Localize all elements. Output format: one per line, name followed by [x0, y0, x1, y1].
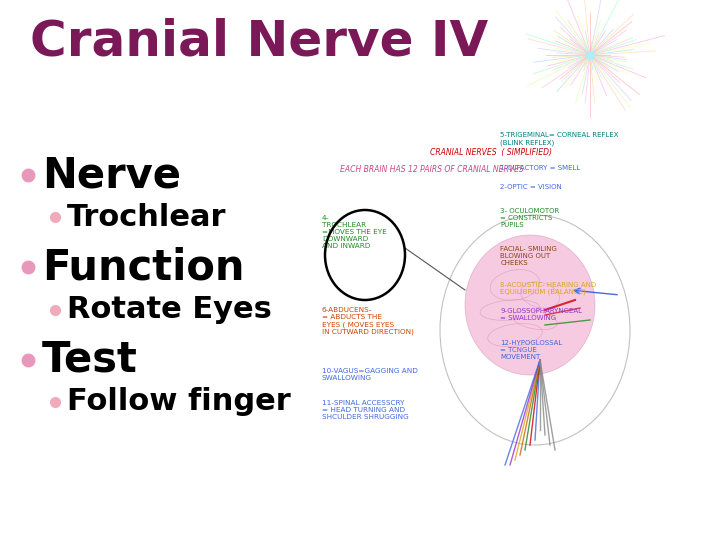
Text: 1-OLFACTORY = SMELL: 1-OLFACTORY = SMELL: [500, 165, 580, 171]
Text: Rotate Eyes: Rotate Eyes: [67, 295, 272, 325]
Ellipse shape: [465, 235, 595, 375]
Text: 10-VAGUS=GAGGING AND
SWALLOWING: 10-VAGUS=GAGGING AND SWALLOWING: [322, 368, 418, 381]
Text: Function: Function: [42, 246, 245, 288]
Text: 3- OCULOMOTOR
= CONSTRICTS
PUPILS: 3- OCULOMOTOR = CONSTRICTS PUPILS: [500, 208, 559, 228]
Text: 9-GLOSSOPHARYNGEAL
= SWALLOWING: 9-GLOSSOPHARYNGEAL = SWALLOWING: [500, 308, 582, 321]
Text: 12-HYPOGLOSSAL
= TCNGUE
MOVEMENT: 12-HYPOGLOSSAL = TCNGUE MOVEMENT: [500, 340, 562, 360]
Text: Follow finger: Follow finger: [67, 388, 291, 416]
Text: Cranial Nerve IV: Cranial Nerve IV: [30, 18, 488, 66]
Text: Test: Test: [42, 339, 138, 381]
Text: Nerve: Nerve: [42, 154, 181, 196]
Text: 6-ABDUCENS-
= ABDUCTS THE
EYES ( MOVES EYES
IN CUTWARD DIRECTION): 6-ABDUCENS- = ABDUCTS THE EYES ( MOVES E…: [322, 307, 414, 335]
Text: Trochlear: Trochlear: [67, 202, 227, 232]
Text: 5-TRIGEMINAL= CORNEAL REFLEX
(BLINK REFLEX): 5-TRIGEMINAL= CORNEAL REFLEX (BLINK REFL…: [500, 132, 619, 146]
Text: 11-SPINAL ACCESSCRY
= HEAD TURNING AND
SHCULDER SHRUGGING: 11-SPINAL ACCESSCRY = HEAD TURNING AND S…: [322, 400, 409, 420]
Text: FACIAL- SMILING
BLOWING OUT
CHEEKS: FACIAL- SMILING BLOWING OUT CHEEKS: [500, 246, 557, 266]
Text: 4-
TROCHLEAR
=MOVES THE EYE
DOWNWARD
AND INWARD: 4- TROCHLEAR =MOVES THE EYE DOWNWARD AND…: [322, 215, 387, 249]
Text: EACH BRAIN HAS 12 PAIRS OF CRANIAL NERVES: EACH BRAIN HAS 12 PAIRS OF CRANIAL NERVE…: [340, 165, 523, 174]
Text: 2-OPTIC = VISION: 2-OPTIC = VISION: [500, 184, 562, 190]
Text: CRANIAL NERVES  ( SIMPLIFIED): CRANIAL NERVES ( SIMPLIFIED): [430, 148, 552, 157]
Text: 8-ACOUSTIC- HEARING AND
EQUILIBRIUM (BALANCE): 8-ACOUSTIC- HEARING AND EQUILIBRIUM (BAL…: [500, 282, 597, 295]
